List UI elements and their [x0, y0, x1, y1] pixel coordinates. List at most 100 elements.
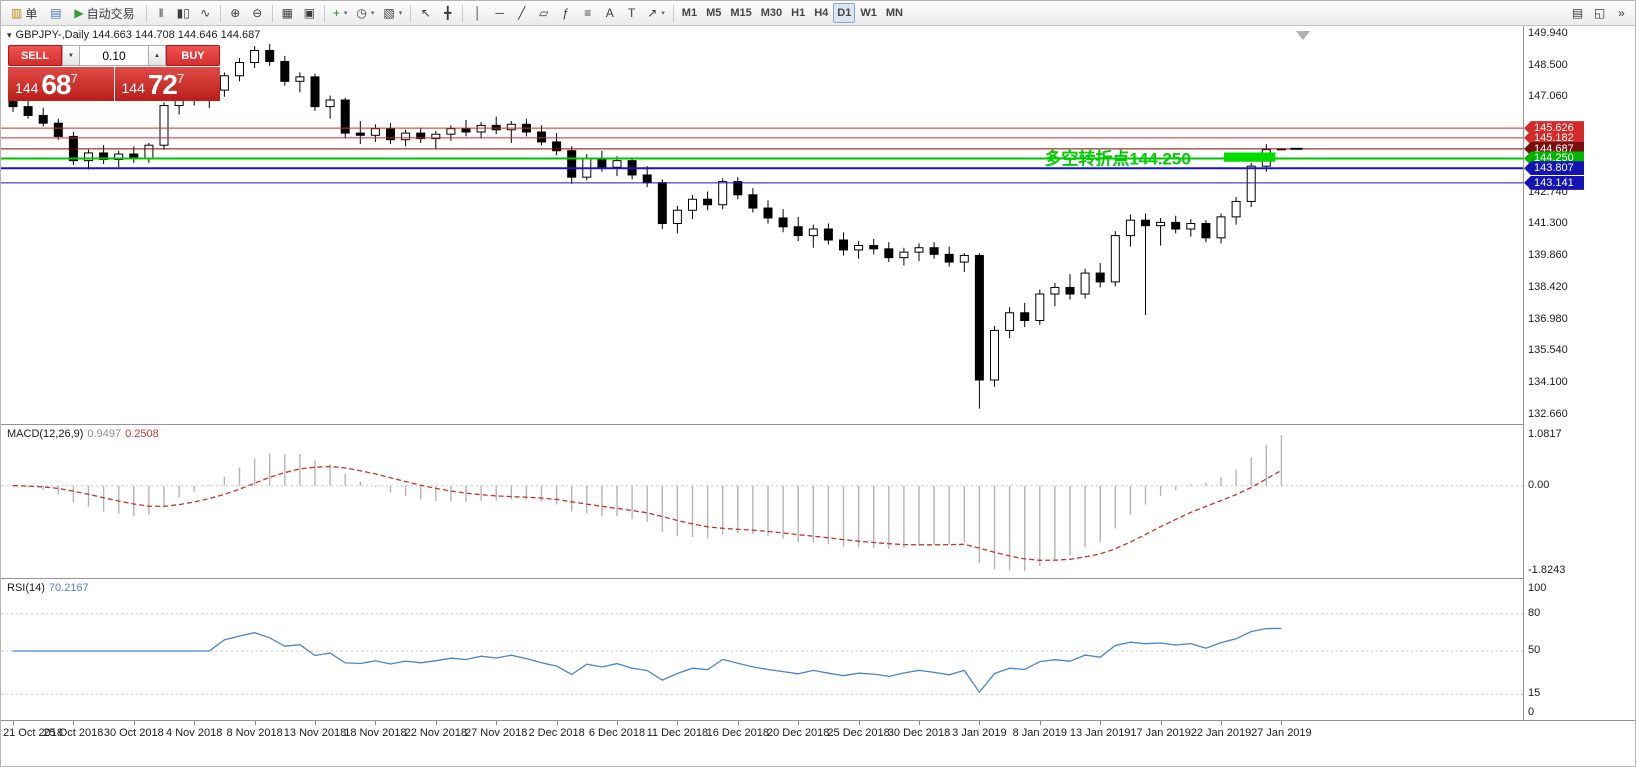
candlestick-chart[interactable]: 多空转折点144.250	[1, 26, 1525, 424]
toolbar-timeframe-m5[interactable]: M5	[702, 3, 725, 23]
buy-price-sup: 7	[177, 71, 185, 86]
toolbar-cursor-button[interactable]: ↖	[415, 3, 436, 23]
toolbar-arrange-windows-button[interactable]: ▣	[299, 3, 320, 23]
toolbar-bar-chart-mode-button[interactable]: ‖	[151, 3, 172, 23]
toolbar-text-button[interactable]: A	[599, 3, 620, 23]
templates-icon: ▧	[383, 6, 395, 20]
oneclick-toggle-icon[interactable]: ▾	[7, 29, 12, 40]
price-axis-label: 147.060	[1528, 90, 1568, 103]
price-tag: 143.141	[1524, 175, 1584, 190]
toolbar-timeframe-w1-label: W1	[860, 7, 877, 19]
time-axis[interactable]: 21 Oct 2018 25 Oct 2018 30 Oct 2018 4 Nov 2…	[1, 720, 1635, 766]
time-axis-label: 27 Nov 2018	[464, 727, 528, 739]
price-axis-label: 135.540	[1528, 344, 1568, 357]
toolbar-timeframe-h4[interactable]: H4	[810, 3, 832, 23]
time-axis-tick	[858, 721, 860, 725]
volume-decrease-button[interactable]: ▼	[62, 45, 79, 66]
buy-price-display[interactable]: 144 72 7	[114, 67, 220, 101]
toolbar-timeframe-m15[interactable]: M15	[726, 3, 755, 23]
toolbar-line-chart-mode-button[interactable]: ∿	[195, 3, 216, 23]
toolbar-text-label-button[interactable]: T	[621, 3, 642, 23]
price-axis-label: 132.660	[1528, 407, 1568, 420]
price-axis-label: 138.420	[1528, 280, 1568, 293]
toolbar-candlestick-mode-button[interactable]: ▮▯	[173, 3, 194, 23]
zoom-in-icon: ⊕	[230, 6, 241, 20]
toolbar-toolbar-options-button[interactable]: »	[1611, 3, 1632, 23]
toolbar-templates-button[interactable]: ▧ ▾	[379, 3, 406, 23]
toolbar-print-button[interactable]: ▤	[1567, 3, 1588, 23]
caret-down-icon: ▾	[661, 10, 665, 17]
price-axis-label: 148.500	[1528, 58, 1568, 71]
sell-price-display[interactable]: 144 68 7	[8, 67, 114, 101]
macd-name: MACD(12,26,9)	[7, 428, 84, 440]
chart-window: 多空转折点144.250 ▾ GBPJPY-,Daily 144.663 144…	[1, 26, 1635, 766]
toolbar-trendline-button[interactable]: ╱	[511, 3, 532, 23]
toolbar-timeframe-h1-label: H1	[791, 7, 806, 19]
toolbar-timeframe-m30[interactable]: M30	[757, 3, 786, 23]
toolbar-zoom-in-button[interactable]: ⊕	[225, 3, 246, 23]
sell-button[interactable]: SELL	[8, 45, 62, 66]
arrange-windows-icon: ▣	[303, 6, 315, 20]
toolbar-equidistant-channel-button[interactable]: ▱	[533, 3, 554, 23]
toolbar-vertical-line-button[interactable]: │	[467, 3, 488, 23]
toolbar-autotrading-button[interactable]: ▶ 自动交易	[67, 3, 141, 23]
time-axis-label: 20 Dec 2018	[766, 727, 830, 739]
toolbar-zoom-out-button[interactable]: ⊖	[247, 3, 268, 23]
time-axis-tick	[375, 721, 377, 725]
toolbar-timeframe-w1[interactable]: W1	[856, 3, 881, 23]
toolbar-print-preview-button[interactable]: ◱	[1589, 3, 1610, 23]
buy-button[interactable]: BUY	[166, 45, 220, 66]
time-axis-tick	[254, 721, 256, 725]
chart-window-icon: ▤	[50, 6, 62, 20]
time-axis-label: 25 Oct 2018	[43, 727, 104, 739]
toolbar-chart-window-button[interactable]: ▤	[45, 3, 66, 23]
price-axis[interactable]: 149.940148.500147.060145.620144.180142.7…	[1523, 26, 1635, 720]
time-axis-label: 2 Dec 2018	[528, 727, 585, 739]
toolbar-crosshair-button[interactable]: ╋	[437, 3, 458, 23]
fibonacci-retracement-icon: ƒ	[562, 6, 570, 20]
time-axis-tick	[315, 721, 316, 725]
toolbar-fibonacci-retracement-button[interactable]: ƒ	[555, 3, 576, 23]
macd-axis-label: -1.8243	[1528, 564, 1566, 577]
toolbar-horizontal-line-button[interactable]: ─	[489, 3, 510, 23]
toolbar-separator	[672, 4, 674, 22]
price-axis-label: 141.300	[1528, 217, 1568, 230]
rsi-chart[interactable]	[1, 579, 1525, 720]
symbol-ohlc-text: GBPJPY-,Daily 144.663 144.708 144.646 14…	[15, 29, 261, 41]
volume-increase-button[interactable]: ▲	[149, 45, 166, 66]
buy-price-big: 72	[147, 69, 178, 100]
volume-input[interactable]	[79, 45, 149, 66]
rsi-pane[interactable]: RSI(14) 70.2167	[1, 578, 1525, 720]
macd-chart[interactable]	[1, 425, 1525, 578]
new-order-icon: ▥	[11, 6, 23, 20]
time-axis-tick	[798, 721, 800, 725]
toolbar-separator	[219, 4, 221, 22]
vertical-line-icon: │	[473, 6, 482, 20]
toolbar-separator	[462, 4, 464, 22]
print-icon: ▤	[1571, 6, 1584, 20]
toolbar-periods-button[interactable]: ◷ ▾	[352, 3, 378, 23]
toolbar-timeframe-m30-label: M30	[760, 7, 783, 19]
toolbar-new-order-button[interactable]: ▥ 单	[4, 3, 44, 23]
line-chart-mode-icon: ∿	[200, 6, 211, 20]
macd-pane[interactable]: MACD(12,26,9) 0.9497 0.2508	[1, 424, 1525, 578]
toolbar-timeframe-m1[interactable]: M1	[678, 3, 701, 23]
toolbar-timeframe-h1[interactable]: H1	[787, 3, 809, 23]
time-axis-tick	[194, 721, 196, 725]
rsi-axis-label: 80	[1528, 606, 1541, 619]
time-axis-label: 3 Jan 2019	[952, 727, 1007, 739]
toolbar-timeframe-d1[interactable]: D1	[833, 3, 856, 23]
toolbar-timeframe-mn[interactable]: MN	[882, 3, 907, 23]
toolbar-indicators-button[interactable]: + ▾	[329, 3, 352, 23]
toolbar-andrews-pitchfork-button[interactable]: ≡	[577, 3, 598, 23]
price-chart-pane[interactable]: 多空转折点144.250 ▾ GBPJPY-,Daily 144.663 144…	[1, 26, 1525, 424]
rsi-name: RSI(14)	[7, 582, 45, 594]
toolbar-tile-windows-button[interactable]: ▦	[277, 3, 298, 23]
time-axis-label: 22 Nov 2018	[404, 727, 467, 739]
time-axis-label: 6 Dec 2018	[588, 727, 646, 739]
toolbar-arrow-objects-button[interactable]: ↗ ▾	[643, 3, 669, 23]
time-axis-tick	[1221, 721, 1222, 725]
rsi-axis-label: 50	[1528, 644, 1541, 656]
time-axis-label: 16 Dec 2018	[706, 727, 769, 739]
